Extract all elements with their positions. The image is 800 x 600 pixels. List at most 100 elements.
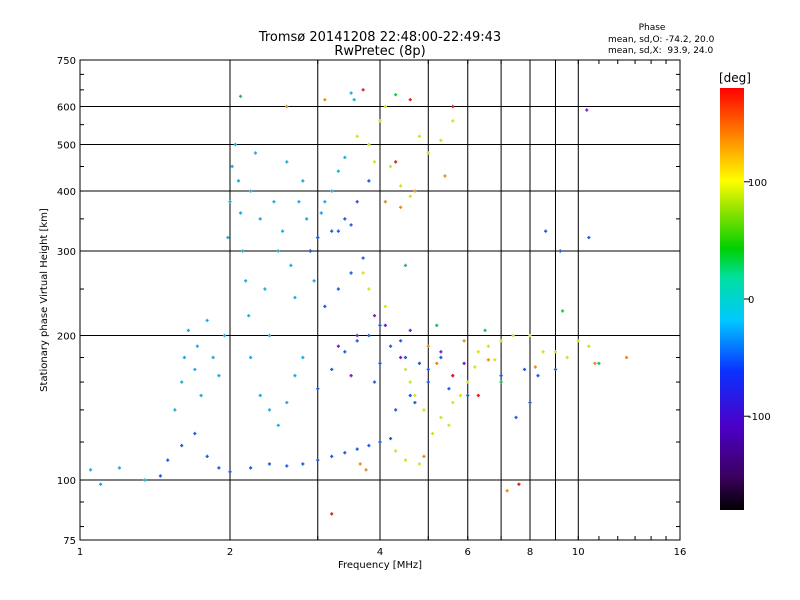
data-point <box>343 217 347 221</box>
data-point <box>349 374 353 378</box>
data-point <box>312 279 316 283</box>
data-point <box>403 263 408 267</box>
data-point <box>587 235 591 240</box>
data-point <box>541 350 545 354</box>
data-point <box>143 478 147 482</box>
colorbar-ticks: 100 0 -100 <box>744 178 771 423</box>
data-point <box>483 328 487 332</box>
data-point <box>276 249 280 253</box>
data-point <box>553 367 558 372</box>
data-point <box>166 458 170 462</box>
data-point <box>388 344 393 348</box>
data-point <box>426 151 430 155</box>
data-point <box>378 361 382 365</box>
data-point <box>343 350 347 354</box>
y-tick-label: 500 <box>57 141 76 152</box>
x-tick-label: 10 <box>572 547 585 558</box>
data-point <box>258 217 262 221</box>
data-point <box>364 468 368 472</box>
data-point <box>514 415 518 420</box>
data-point <box>417 462 422 466</box>
data-point <box>267 462 272 466</box>
data-point <box>258 393 262 398</box>
data-point <box>435 361 439 365</box>
data-point <box>343 155 347 160</box>
data-point <box>439 355 443 360</box>
data-point <box>388 164 393 169</box>
data-point <box>462 339 466 343</box>
data-point <box>422 408 426 412</box>
data-point <box>199 393 203 398</box>
data-point <box>462 361 466 365</box>
data-point <box>280 229 285 233</box>
data-point <box>276 423 280 427</box>
data-point <box>247 314 251 318</box>
data-point <box>403 367 408 372</box>
data-point <box>285 160 289 164</box>
data-point <box>349 271 353 275</box>
data-point <box>330 189 334 193</box>
data-point <box>378 119 382 123</box>
y-tick-label: 400 <box>57 187 76 198</box>
data-point <box>267 333 272 338</box>
plot-area: 1 2 4 6 8 10 16 75 100 200 300 400 500 600 750 <box>57 56 686 558</box>
data-point <box>228 200 232 204</box>
data-point <box>323 98 327 102</box>
data-point <box>499 339 503 343</box>
data-point <box>378 440 382 444</box>
data-point <box>355 134 359 138</box>
data-point <box>493 358 497 362</box>
data-point <box>293 374 297 378</box>
data-point <box>408 98 412 102</box>
data-point <box>394 160 398 164</box>
data-point <box>355 333 359 338</box>
data-point <box>388 436 393 441</box>
data-point <box>408 194 412 198</box>
data-point <box>383 104 387 109</box>
data-point <box>230 164 234 169</box>
data-point <box>403 355 408 360</box>
data-point <box>399 355 403 360</box>
data-point <box>451 119 455 123</box>
data-point <box>439 138 443 142</box>
data-point <box>372 380 377 384</box>
data-point <box>367 179 371 183</box>
data-point <box>593 361 597 365</box>
data-point <box>505 489 509 493</box>
data-point <box>236 179 241 183</box>
data-point <box>426 367 430 372</box>
data-point <box>560 309 565 313</box>
data-point <box>249 189 253 193</box>
y-axis-ticks: 75 100 200 300 400 500 600 750 <box>57 56 680 547</box>
data-point <box>226 235 230 240</box>
data-point <box>517 482 521 486</box>
data-point <box>244 279 248 283</box>
data-point <box>408 328 412 332</box>
data-point <box>301 355 305 360</box>
data-point <box>408 380 412 384</box>
data-point <box>522 367 527 372</box>
chart-subtitle: RwPretec (8p) <box>334 44 425 59</box>
y-tick-label: 750 <box>57 56 76 67</box>
data-point <box>323 304 327 308</box>
data-point <box>349 91 353 95</box>
data-point <box>228 470 232 474</box>
data-point <box>330 367 334 372</box>
data-point <box>316 387 320 391</box>
data-point <box>447 423 451 427</box>
data-point <box>205 318 209 323</box>
data-point <box>587 344 591 348</box>
data-point <box>399 205 403 209</box>
data-point <box>558 249 562 253</box>
data-point <box>301 179 305 183</box>
data-point <box>511 333 515 338</box>
x-axis-ticks: 1 2 4 6 8 10 16 <box>77 60 686 558</box>
data-point <box>217 466 221 470</box>
data-point <box>336 344 340 348</box>
data-point <box>597 361 601 365</box>
data-point <box>336 229 340 233</box>
data-point <box>403 458 408 462</box>
data-point <box>439 350 443 354</box>
data-point <box>372 160 377 164</box>
